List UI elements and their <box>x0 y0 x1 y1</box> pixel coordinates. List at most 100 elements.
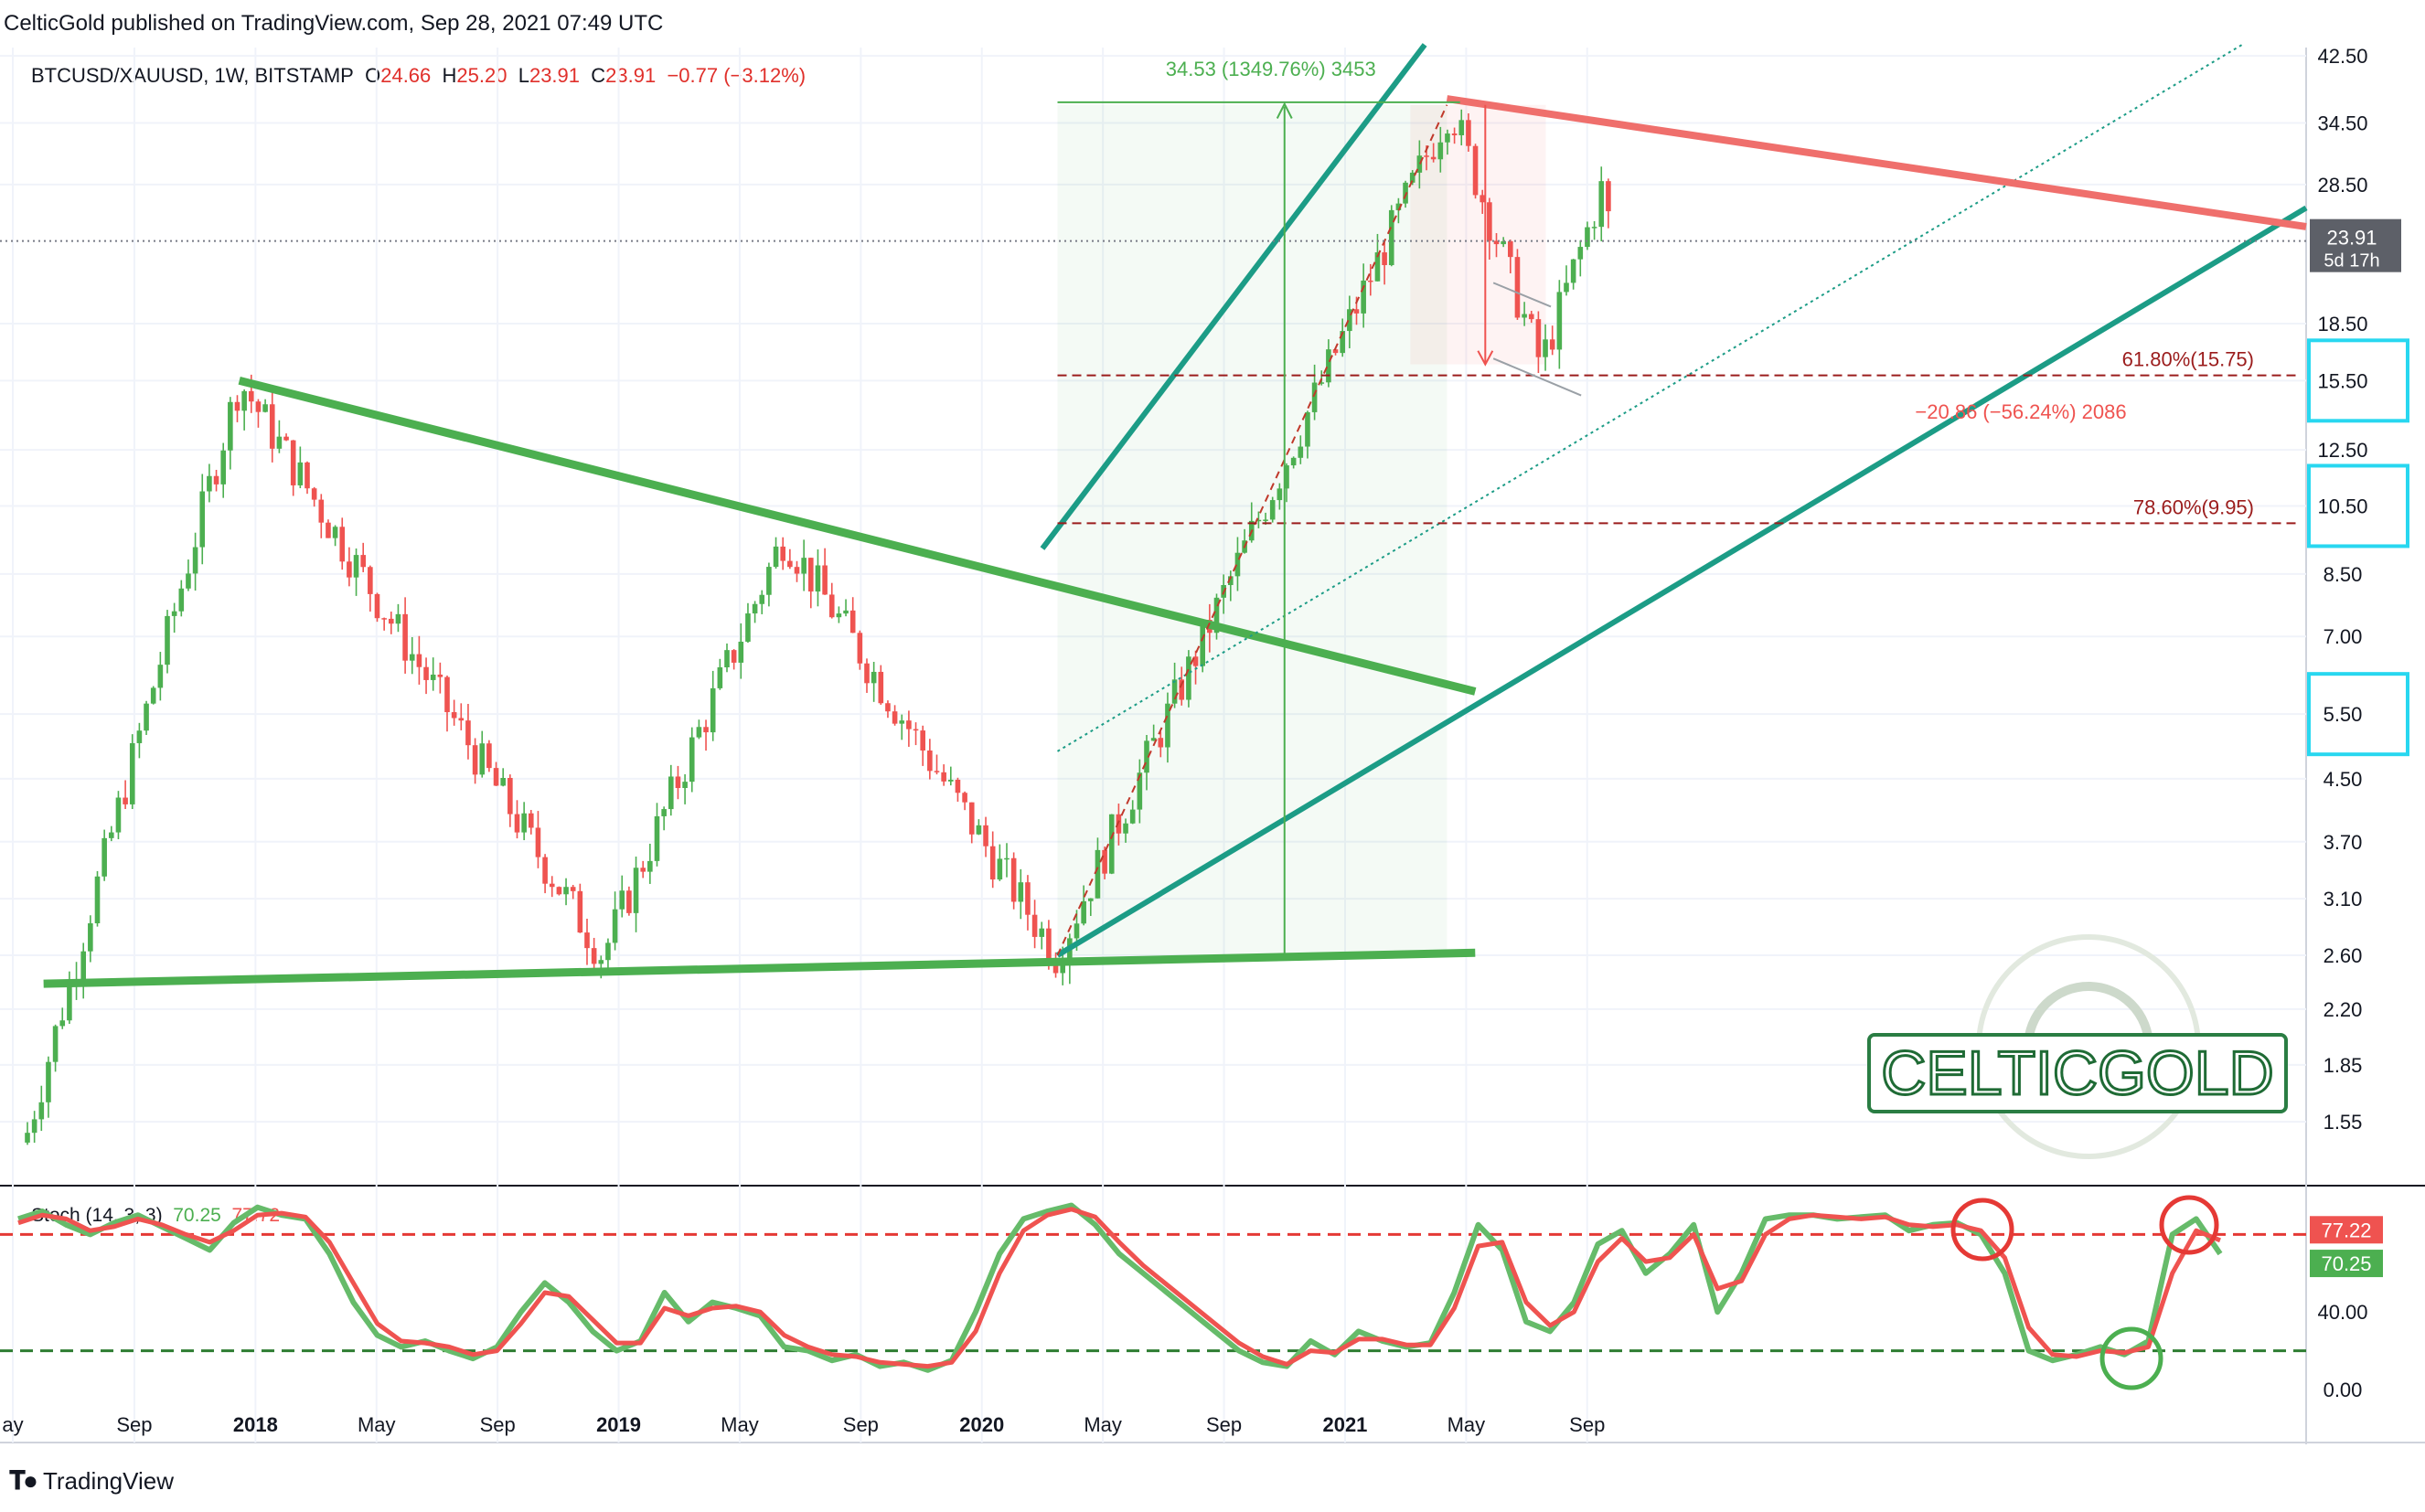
candle-body <box>402 613 408 661</box>
candle-body <box>731 650 737 663</box>
candle-body <box>849 610 856 634</box>
candle-body <box>598 960 604 964</box>
candle-body <box>1108 814 1115 874</box>
candle-body <box>983 825 988 847</box>
candle-body <box>661 809 667 816</box>
candle-body <box>1228 576 1234 586</box>
candle-body <box>1192 656 1199 666</box>
candle-body <box>479 743 486 775</box>
candle-body <box>1010 857 1017 902</box>
candle-body <box>696 727 702 738</box>
candle-body <box>892 711 898 724</box>
drawings: 61.80%(15.75) 78.60%(9.95) 34.53 (1349.76%… <box>0 43 2308 988</box>
low-value: 23.91 <box>529 64 581 87</box>
candle-body <box>997 858 1003 880</box>
candle-body <box>724 650 730 667</box>
time-tick-label: May <box>721 1413 759 1436</box>
drop-arrow-head <box>1477 350 1494 367</box>
candle-body <box>1290 457 1297 466</box>
price-tick-label: 12.50 <box>2317 439 2367 462</box>
candle-body <box>1403 182 1408 204</box>
candle-body <box>136 730 143 743</box>
candle-body <box>192 547 198 574</box>
time-tick-label: Sep <box>843 1413 879 1436</box>
candle-body <box>171 611 177 616</box>
candle-body <box>1606 181 1611 212</box>
watermark-text: CELTICGOLD <box>1881 1038 2273 1108</box>
candle-body <box>326 522 331 538</box>
time-tick-label: 2019 <box>596 1413 641 1436</box>
candle-body <box>1514 257 1521 318</box>
price-tick-label: 8.50 <box>2324 563 2363 586</box>
candle-body <box>1031 914 1038 937</box>
close-value: 23.91 <box>605 64 657 87</box>
candle-body <box>563 887 569 895</box>
candle-body <box>787 560 793 568</box>
candle-body <box>80 951 86 980</box>
last-price-value: 23.91 <box>2326 227 2377 250</box>
candle-body <box>1074 923 1080 939</box>
candle-body <box>409 654 415 661</box>
price-axis[interactable]: 42.50 34.50 28.50 18.50 15.50 12.50 10.50 8.50 7… <box>2307 45 2409 1278</box>
candle-body <box>542 857 548 884</box>
candle-body <box>514 814 520 833</box>
candle-body <box>828 594 835 618</box>
candle-body <box>88 922 93 952</box>
candle-body <box>759 594 765 604</box>
price-tick-label: 1.55 <box>2324 1111 2363 1134</box>
candle-body <box>347 561 352 578</box>
candle-body <box>1535 319 1542 357</box>
open-value: 24.66 <box>380 64 432 87</box>
level-highlight-box <box>2307 338 2409 423</box>
last-price-tag <box>2310 218 2401 272</box>
candle-body <box>115 797 122 833</box>
level-highlight-box <box>2307 672 2409 757</box>
candle-body <box>451 712 457 719</box>
candle-body <box>423 666 429 680</box>
candle-body <box>297 462 304 485</box>
candle-body <box>1472 145 1479 196</box>
candle-body <box>389 618 394 624</box>
candle-body <box>1556 292 1563 350</box>
symbol-label: BTCUSD/XAUUSD, 1W, BITSTAMP <box>31 64 354 87</box>
stoch-k-tag-value: 70.25 <box>2321 1252 2371 1275</box>
candle-body <box>228 401 233 451</box>
price-tick-label: 3.70 <box>2324 831 2363 854</box>
candle-body <box>249 390 254 402</box>
rally-arrow-head <box>1276 101 1293 119</box>
candle-body <box>1004 857 1010 860</box>
candle-body <box>1158 738 1164 748</box>
candle-body <box>941 772 946 782</box>
oversold-circle <box>2099 1326 2163 1390</box>
price-tick-label: 2.60 <box>2324 944 2363 967</box>
candle-body <box>1277 488 1283 501</box>
candle-body <box>123 797 128 804</box>
price-tick-label: 2.20 <box>2324 998 2363 1021</box>
candle-body <box>1234 552 1241 577</box>
candle-body <box>1263 519 1268 521</box>
stochastic-pane: 40.00 0.00 <box>0 1195 2368 1401</box>
candle-body <box>1388 209 1394 266</box>
resistance-trendline <box>238 376 1477 696</box>
candle-body <box>1052 962 1059 974</box>
candle-body <box>157 665 164 688</box>
time-axis[interactable]: ay Sep 2018 May Sep 2019 May Sep 2020 May Sep 2021 M… <box>2 1413 1605 1436</box>
tradingview-logo-icon: 𝐓● <box>9 1466 38 1495</box>
bar-countdown: 5d 17h <box>2324 251 2379 272</box>
tradingview-brand[interactable]: 𝐓● TradingView <box>9 1466 174 1496</box>
candle-body <box>752 603 758 614</box>
candle-body <box>843 610 849 614</box>
time-tick-label: ay <box>2 1413 23 1436</box>
candle-body <box>416 654 422 667</box>
candle-body <box>1179 679 1185 700</box>
candle-body <box>241 390 247 411</box>
candle-body <box>1319 382 1325 384</box>
overbought-circle <box>2159 1195 2219 1255</box>
candle-body <box>899 720 905 724</box>
candle-body <box>199 491 206 548</box>
candle-body <box>1564 282 1569 293</box>
candle-body <box>1186 656 1191 700</box>
watermark-frame <box>1867 1033 2288 1113</box>
candle-body <box>549 883 555 888</box>
